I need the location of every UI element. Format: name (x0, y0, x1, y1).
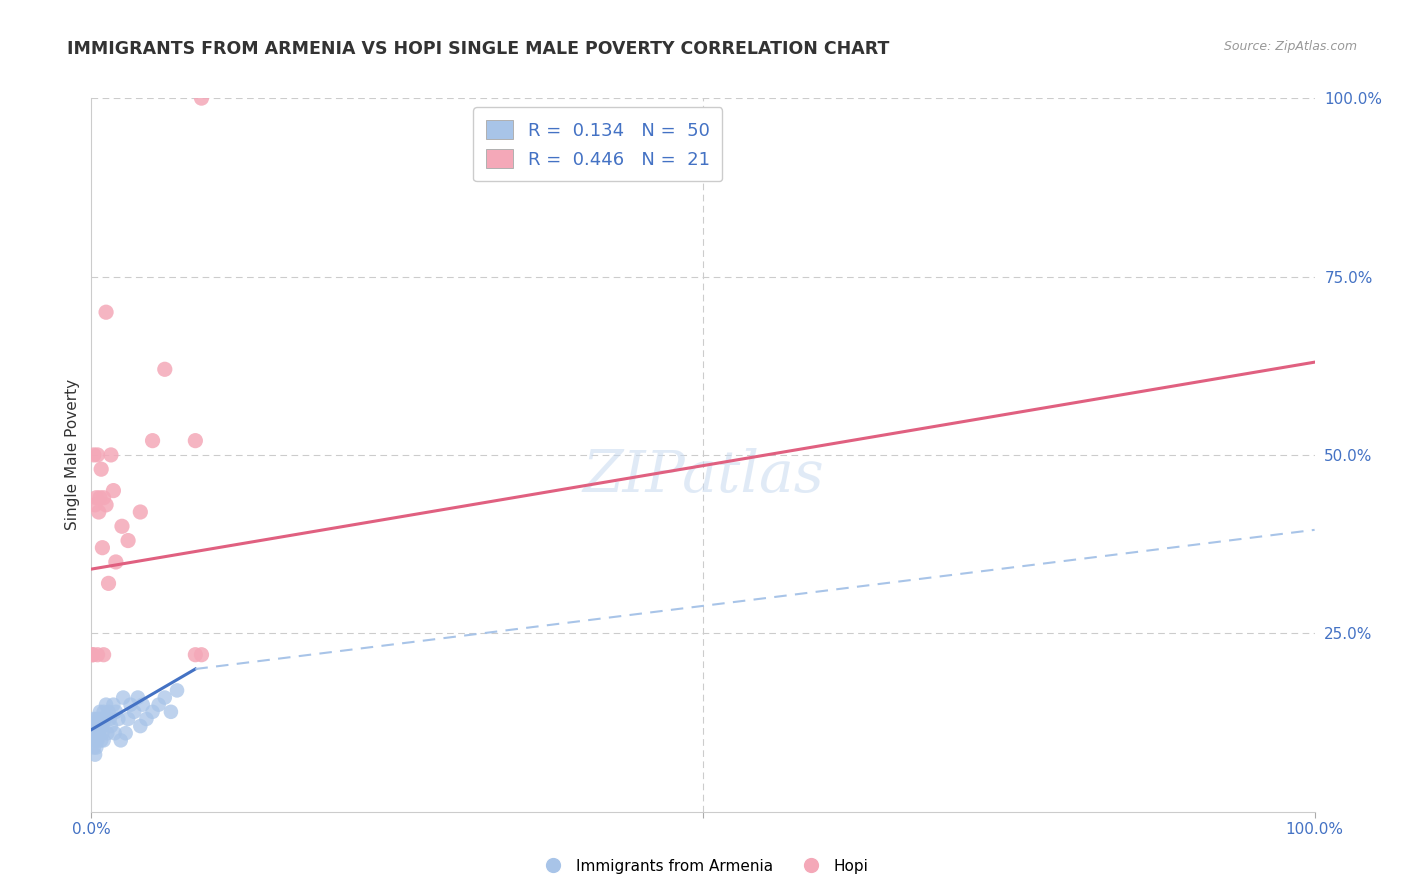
Point (86, 448, 108, 462)
Point (84, 733, 107, 747)
Text: IMMIGRANTS FROM ARMENIA VS HOPI SINGLE MALE POVERTY CORRELATION CHART: IMMIGRANTS FROM ARMENIA VS HOPI SINGLE M… (67, 40, 890, 58)
Point (94, 712, 117, 726)
Point (93, 491, 115, 505)
Point (84, 747, 107, 762)
Point (94, 498, 117, 512)
Point (82, 648, 104, 662)
Point (83, 740, 105, 755)
Text: ZIPatlas: ZIPatlas (582, 448, 824, 505)
Point (129, 505, 152, 519)
Point (114, 726, 136, 740)
Point (84, 733, 107, 747)
Point (89, 705, 111, 719)
Point (93, 733, 115, 747)
Point (82, 719, 104, 733)
Point (87, 505, 110, 519)
Point (135, 712, 157, 726)
Point (84, 712, 107, 726)
Legend: Immigrants from Armenia, Hopi: Immigrants from Armenia, Hopi (531, 853, 875, 880)
Point (93, 648, 115, 662)
Point (112, 690, 135, 705)
Point (153, 690, 176, 705)
Point (117, 712, 139, 726)
Point (153, 362, 176, 376)
Point (84, 726, 107, 740)
Point (107, 712, 129, 726)
Point (184, 434, 207, 448)
Point (82, 733, 104, 747)
Legend: R =  0.134   N =  50, R =  0.446   N =  21: R = 0.134 N = 50, R = 0.446 N = 21 (474, 107, 723, 181)
Point (94, 305, 117, 319)
Point (122, 705, 145, 719)
Point (91, 541, 114, 555)
Point (127, 690, 149, 705)
Point (141, 705, 163, 719)
Point (84, 740, 107, 755)
Point (89, 491, 111, 505)
Point (132, 698, 155, 712)
Point (100, 719, 122, 733)
Point (89, 719, 111, 733)
Point (93, 705, 115, 719)
Point (96, 726, 118, 740)
Point (110, 733, 132, 747)
Point (83, 448, 105, 462)
Point (98, 712, 121, 726)
Point (86, 719, 108, 733)
Point (83, 712, 105, 726)
Y-axis label: Single Male Poverty: Single Male Poverty (65, 379, 80, 531)
Point (90, 462, 112, 476)
Point (120, 698, 142, 712)
Point (83, 726, 105, 740)
Point (100, 448, 122, 462)
Point (166, 683, 188, 698)
Point (97, 705, 120, 719)
Point (117, 533, 139, 548)
Point (97, 576, 120, 591)
Point (86, 726, 108, 740)
Point (86, 648, 108, 662)
Point (141, 434, 163, 448)
Point (91, 719, 114, 733)
Point (160, 705, 183, 719)
Point (111, 519, 134, 533)
Point (94, 698, 117, 712)
Point (103, 698, 125, 712)
Point (104, 726, 127, 740)
Point (87, 712, 110, 726)
Point (90, 712, 112, 726)
Text: Source: ZipAtlas.com: Source: ZipAtlas.com (1223, 40, 1357, 54)
Point (190, 91, 212, 105)
Point (184, 648, 207, 662)
Point (129, 719, 152, 733)
Point (190, 648, 212, 662)
Point (84, 719, 107, 733)
Point (86, 733, 108, 747)
Point (82, 648, 104, 662)
Point (104, 705, 127, 719)
Point (84, 498, 107, 512)
Point (104, 555, 127, 569)
Point (90, 733, 112, 747)
Point (91, 726, 114, 740)
Point (87, 726, 110, 740)
Point (148, 698, 170, 712)
Point (84, 491, 107, 505)
Point (103, 483, 125, 498)
